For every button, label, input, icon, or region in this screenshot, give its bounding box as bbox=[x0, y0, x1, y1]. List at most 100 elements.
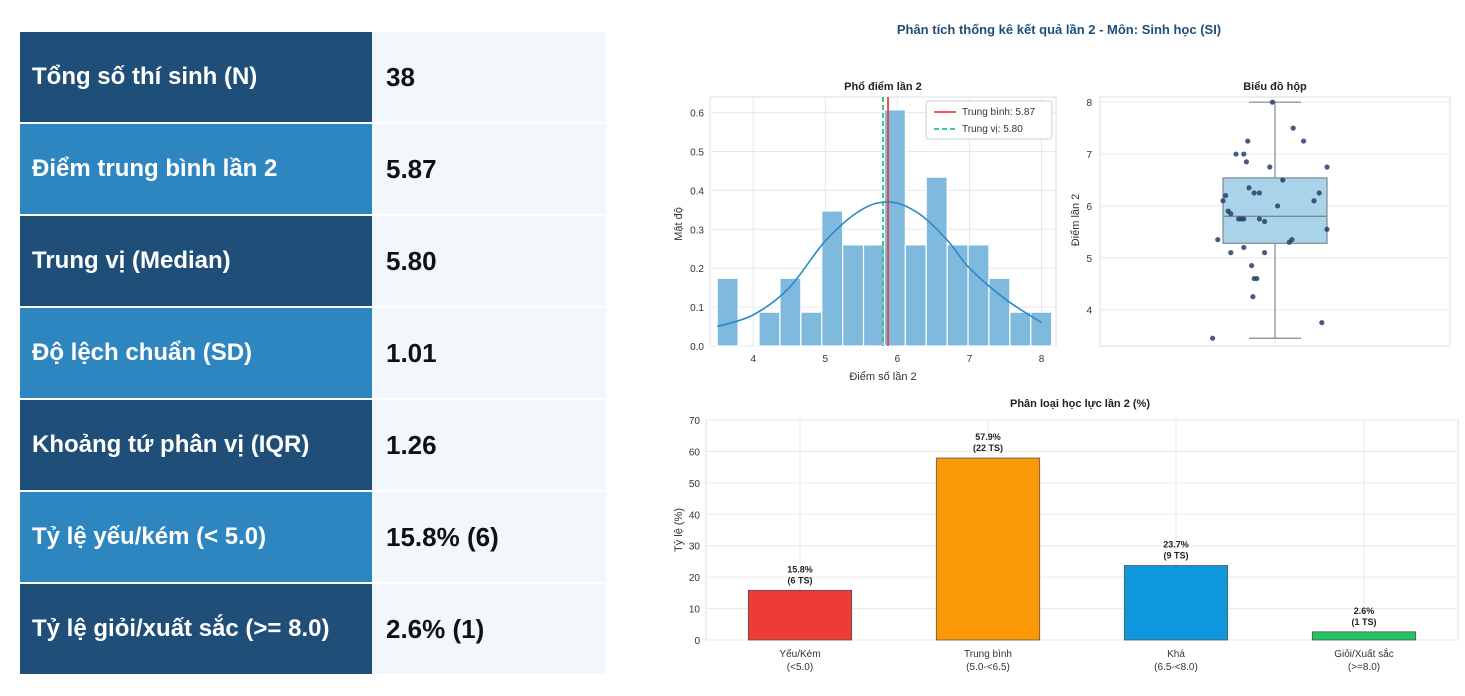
boxplot-point bbox=[1324, 226, 1330, 232]
histogram-title: Phổ điểm lần 2 bbox=[844, 81, 922, 93]
histogram-ytick-label: 0.0 bbox=[690, 342, 704, 353]
histogram-bar bbox=[821, 210, 844, 347]
boxplot-point bbox=[1228, 211, 1234, 217]
boxplot-point bbox=[1290, 125, 1296, 131]
figure-title: Phân tích thống kê kết quả lần 2 - Môn: … bbox=[897, 22, 1221, 37]
bar-chart-bar bbox=[747, 589, 853, 641]
bar-chart-ytick-label: 30 bbox=[689, 542, 701, 553]
bar-chart-ytick-label: 50 bbox=[689, 479, 701, 490]
histogram-bar bbox=[862, 244, 886, 347]
boxplot-point bbox=[1228, 250, 1234, 256]
bar-category-label: Trung bình bbox=[964, 649, 1012, 660]
bar-chart-ytick-label: 60 bbox=[689, 447, 701, 458]
boxplot-point bbox=[1223, 192, 1229, 199]
histogram-xtick-label: 6 bbox=[895, 354, 901, 365]
stat-value: 5.87 bbox=[372, 124, 606, 214]
boxplot-point bbox=[1301, 138, 1307, 144]
boxplot-title: Biểu đồ hộp bbox=[1243, 81, 1307, 93]
histogram-bar bbox=[1009, 311, 1032, 347]
stat-value: 1.26 bbox=[372, 400, 606, 490]
histogram-bar bbox=[946, 244, 969, 347]
histogram-bar bbox=[883, 109, 906, 347]
stat-value: 15.8% (6) bbox=[372, 492, 606, 582]
bar-chart-ytick-label: 10 bbox=[689, 605, 701, 616]
boxplot-ylabel: Điểm lần 2 bbox=[1070, 194, 1082, 247]
bar-value-label: 23.7% bbox=[1163, 540, 1189, 550]
stats-table: Tổng số thí sinh (N) 38 Điểm trung bình … bbox=[20, 32, 606, 676]
stat-label: Tỷ lệ giỏi/xuất sắc (>= 8.0) bbox=[20, 584, 372, 674]
histogram-ytick-label: 0.3 bbox=[690, 225, 704, 236]
stat-label: Trung vị (Median) bbox=[20, 216, 372, 306]
boxplot-point bbox=[1319, 320, 1325, 326]
boxplot-point bbox=[1269, 99, 1275, 105]
boxplot-point bbox=[1249, 262, 1255, 269]
stat-row-sd: Độ lệch chuẩn (SD) 1.01 bbox=[20, 308, 606, 398]
boxplot-point bbox=[1243, 159, 1249, 165]
boxplot-point bbox=[1215, 237, 1221, 243]
bar-value-label: 2.6% bbox=[1354, 606, 1375, 616]
boxplot-point bbox=[1241, 244, 1247, 251]
stat-row-weak: Tỷ lệ yếu/kém (< 5.0) 15.8% (6) bbox=[20, 492, 606, 582]
legend-median-label: Trung vị: 5.80 bbox=[962, 124, 1023, 135]
boxplot-point bbox=[1316, 190, 1322, 196]
boxplot-point bbox=[1256, 216, 1262, 222]
bar-chart-ytick-label: 70 bbox=[689, 416, 701, 427]
histogram-bar bbox=[842, 244, 865, 347]
histogram-bar bbox=[800, 311, 823, 347]
boxplot-point bbox=[1241, 216, 1247, 222]
bar-count-label: (1 TS) bbox=[1351, 617, 1376, 627]
histogram-bar bbox=[1030, 311, 1053, 347]
bar-chart-bar bbox=[935, 457, 1041, 641]
boxplot-box bbox=[1222, 177, 1328, 244]
boxplot-point bbox=[1256, 190, 1262, 196]
boxplot-ytick-label: 8 bbox=[1086, 98, 1092, 109]
stat-label: Tổng số thí sinh (N) bbox=[20, 32, 372, 122]
bar-value-label: 15.8% bbox=[787, 564, 813, 574]
histogram-ytick-label: 0.6 bbox=[690, 109, 704, 120]
boxplot-point bbox=[1245, 138, 1251, 144]
bar-category-range: (<5.0) bbox=[787, 662, 813, 673]
boxplot-point bbox=[1233, 151, 1239, 157]
boxplot-point bbox=[1262, 218, 1268, 225]
bar-chart-ytick-label: 40 bbox=[689, 510, 701, 521]
legend-mean-label: Trung bình: 5.87 bbox=[962, 107, 1035, 118]
boxplot-ytick-label: 6 bbox=[1086, 202, 1092, 213]
bar-category-range: (5.0-<6.5) bbox=[966, 662, 1010, 673]
stat-label: Tỷ lệ yếu/kém (< 5.0) bbox=[20, 492, 372, 582]
boxplot-point bbox=[1280, 177, 1286, 183]
bar-chart-ytick-label: 20 bbox=[689, 573, 701, 584]
stat-value: 2.6% (1) bbox=[372, 584, 606, 674]
stat-row-total: Tổng số thí sinh (N) 38 bbox=[20, 32, 606, 122]
bar-chart-ylabel: Tỷ lệ (%) bbox=[673, 508, 685, 552]
stat-label: Độ lệch chuẩn (SD) bbox=[20, 308, 372, 398]
histogram-bar bbox=[779, 277, 802, 347]
boxplot-point bbox=[1241, 151, 1247, 157]
histogram-bar bbox=[967, 244, 990, 347]
histogram-ytick-label: 0.4 bbox=[690, 186, 704, 197]
classification-bar-chart: Phân loại học lực lần 2 (%) Tỷ lệ (%) 0 1… bbox=[673, 398, 1459, 673]
histogram-bar bbox=[716, 277, 739, 347]
bar-chart-bar bbox=[1123, 565, 1229, 641]
boxplot-point bbox=[1250, 294, 1256, 300]
boxplot-point bbox=[1267, 164, 1273, 170]
boxplot-point bbox=[1210, 335, 1216, 341]
histogram-xtick-label: 5 bbox=[823, 354, 829, 365]
bar-chart-ytick-label: 0 bbox=[694, 636, 700, 647]
boxplot-ytick-label: 7 bbox=[1086, 150, 1092, 161]
histogram-xtick-label: 8 bbox=[1039, 354, 1045, 365]
bar-count-label: (9 TS) bbox=[1163, 551, 1188, 561]
histogram-xtick-label: 7 bbox=[967, 354, 973, 365]
stat-row-mean: Điểm trung bình lần 2 5.87 bbox=[20, 124, 606, 214]
histogram-xtick-label: 4 bbox=[750, 354, 756, 365]
charts-figure: Phân tích thống kê kết quả lần 2 - Môn: … bbox=[673, 22, 1459, 673]
stat-value: 1.01 bbox=[372, 308, 606, 398]
bar-category-label: Yếu/Kém bbox=[779, 648, 820, 660]
histogram-bar bbox=[925, 176, 948, 347]
boxplot-point bbox=[1311, 198, 1317, 204]
stat-label: Khoảng tứ phân vị (IQR) bbox=[20, 400, 372, 490]
histogram-bar bbox=[758, 311, 781, 347]
bar-value-label: 57.9% bbox=[975, 432, 1001, 442]
histogram-legend bbox=[925, 100, 1053, 140]
bar-chart-bar bbox=[1311, 631, 1417, 641]
boxplot-point bbox=[1275, 203, 1281, 209]
